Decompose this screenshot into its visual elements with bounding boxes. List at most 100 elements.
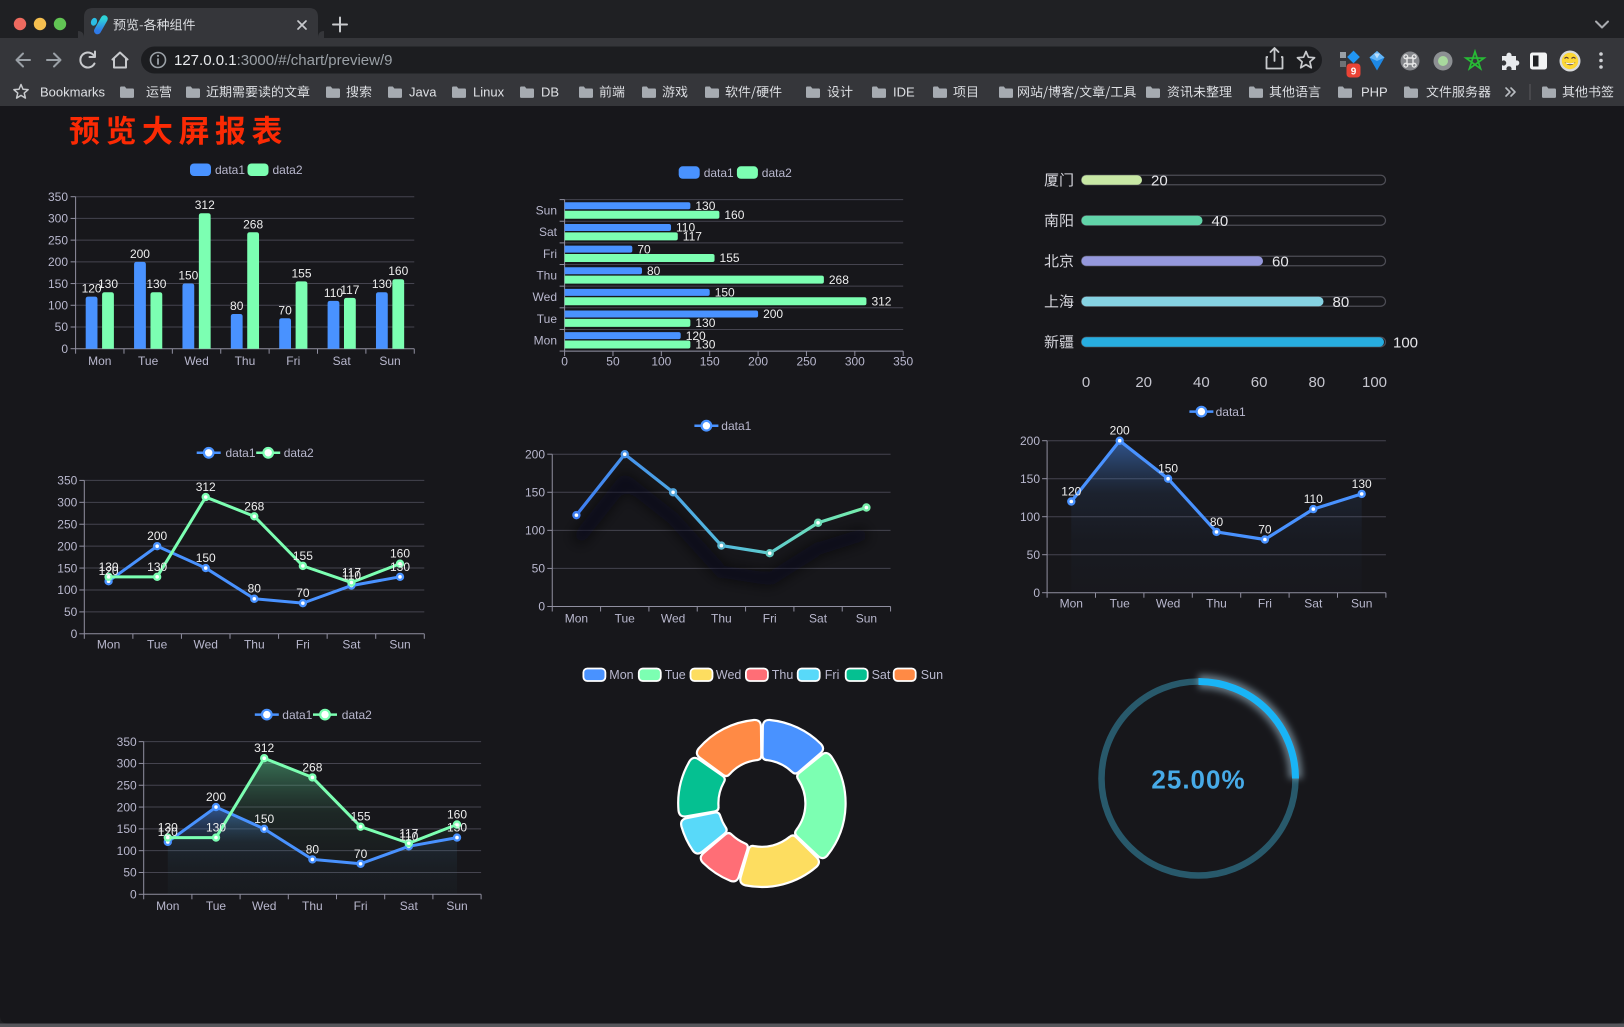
svg-text:Sun: Sun — [1351, 597, 1372, 611]
svg-text:Tue: Tue — [147, 638, 168, 652]
svg-text:150: 150 — [48, 277, 68, 291]
svg-text:Fri: Fri — [286, 354, 300, 368]
svg-text:150: 150 — [196, 551, 216, 565]
svg-text:110: 110 — [342, 569, 361, 583]
svg-text:data1: data1 — [215, 163, 245, 177]
svg-text:155: 155 — [720, 251, 740, 265]
svg-text:Mon: Mon — [565, 612, 588, 626]
svg-text:130: 130 — [695, 338, 715, 352]
svg-text:70: 70 — [296, 586, 310, 600]
svg-text:70: 70 — [1258, 523, 1272, 537]
svg-text:Fri: Fri — [1258, 597, 1272, 611]
svg-text:data1: data1 — [704, 166, 734, 180]
svg-text:data2: data2 — [284, 446, 314, 460]
svg-text:Wed: Wed — [1156, 597, 1180, 611]
svg-text:80: 80 — [647, 264, 661, 278]
svg-text:50: 50 — [606, 355, 620, 369]
svg-text:127.0.0.1:3000/#/chart/preview: 127.0.0.1:3000/#/chart/preview/9 — [174, 52, 393, 69]
svg-text:160: 160 — [388, 264, 408, 278]
svg-text:80: 80 — [306, 842, 320, 856]
svg-text:data1: data1 — [282, 708, 312, 722]
svg-text:Fri: Fri — [763, 612, 777, 626]
svg-text:300: 300 — [48, 212, 68, 226]
svg-text:50: 50 — [532, 562, 546, 576]
svg-text:268: 268 — [243, 217, 263, 231]
svg-text:data1: data1 — [1216, 405, 1246, 419]
svg-text:312: 312 — [254, 741, 274, 755]
svg-text:200: 200 — [48, 255, 68, 269]
svg-text:Wed: Wed — [533, 290, 557, 304]
svg-text:200: 200 — [748, 355, 768, 369]
svg-text:100: 100 — [1020, 510, 1040, 524]
svg-text:Sun: Sun — [446, 899, 467, 913]
svg-text:Sat: Sat — [1304, 597, 1323, 611]
svg-text:0: 0 — [61, 342, 68, 356]
svg-text:Thu: Thu — [244, 638, 265, 652]
svg-text:Tue: Tue — [206, 899, 227, 913]
svg-text:350: 350 — [893, 355, 913, 369]
svg-text:DB: DB — [541, 85, 559, 100]
svg-text:Mon: Mon — [156, 899, 179, 913]
svg-text:0: 0 — [561, 355, 568, 369]
svg-text:20: 20 — [1135, 374, 1152, 391]
svg-text:130: 130 — [447, 821, 467, 835]
svg-text:Mon: Mon — [1060, 597, 1083, 611]
svg-text:155: 155 — [351, 810, 371, 824]
svg-text:130: 130 — [147, 560, 167, 574]
svg-text:20: 20 — [1151, 172, 1168, 189]
svg-text:312: 312 — [196, 480, 216, 494]
svg-text:data2: data2 — [342, 708, 372, 722]
svg-text:200: 200 — [763, 307, 783, 321]
svg-text:110: 110 — [676, 221, 695, 235]
svg-text:150: 150 — [700, 355, 720, 369]
svg-text:130: 130 — [695, 316, 715, 330]
svg-text:120: 120 — [158, 825, 178, 839]
svg-text:70: 70 — [354, 847, 368, 861]
svg-text:Sun: Sun — [379, 354, 400, 368]
svg-text:50: 50 — [1027, 548, 1041, 562]
svg-text:150: 150 — [178, 269, 198, 283]
svg-text:130: 130 — [98, 277, 118, 291]
svg-text:Thu: Thu — [711, 612, 732, 626]
svg-text:100: 100 — [1393, 334, 1418, 351]
svg-text:Fri: Fri — [825, 668, 840, 682]
svg-text:350: 350 — [48, 190, 68, 204]
svg-text:60: 60 — [1272, 253, 1289, 270]
svg-text:100: 100 — [651, 355, 671, 369]
svg-text:Wed: Wed — [184, 354, 208, 368]
svg-text:350: 350 — [57, 474, 77, 488]
svg-text:300: 300 — [845, 355, 865, 369]
svg-text:130: 130 — [99, 560, 119, 574]
svg-text:120: 120 — [82, 282, 102, 296]
svg-text:Fri: Fri — [543, 247, 557, 261]
svg-text:117: 117 — [399, 826, 418, 840]
svg-text:data1: data1 — [226, 446, 256, 460]
svg-text:268: 268 — [244, 499, 264, 513]
svg-text:200: 200 — [117, 800, 137, 814]
svg-text:50: 50 — [123, 866, 137, 880]
svg-text:Bookmarks: Bookmarks — [40, 85, 106, 100]
svg-text:250: 250 — [117, 778, 137, 792]
svg-text:80: 80 — [248, 582, 262, 596]
svg-text:250: 250 — [796, 355, 816, 369]
svg-text:Fri: Fri — [296, 638, 310, 652]
svg-text:130: 130 — [206, 821, 226, 835]
svg-text:200: 200 — [206, 790, 226, 804]
svg-text:150: 150 — [57, 561, 77, 575]
svg-text:Thu: Thu — [772, 668, 794, 682]
svg-text:200: 200 — [130, 247, 150, 261]
svg-text:Wed: Wed — [716, 668, 742, 682]
svg-text:data1: data1 — [721, 419, 751, 433]
svg-text:Sat: Sat — [539, 225, 558, 239]
svg-text:100: 100 — [48, 298, 68, 312]
svg-text:PHP: PHP — [1361, 85, 1388, 100]
svg-text:Sat: Sat — [400, 899, 419, 913]
svg-text:80: 80 — [1210, 515, 1224, 529]
svg-text:200: 200 — [1110, 424, 1130, 438]
svg-text:Wed: Wed — [252, 899, 276, 913]
svg-text:Mon: Mon — [88, 354, 111, 368]
svg-text:Sun: Sun — [921, 668, 943, 682]
svg-text:100: 100 — [117, 844, 137, 858]
svg-text:Tue: Tue — [665, 668, 686, 682]
svg-text:Sat: Sat — [872, 668, 891, 682]
